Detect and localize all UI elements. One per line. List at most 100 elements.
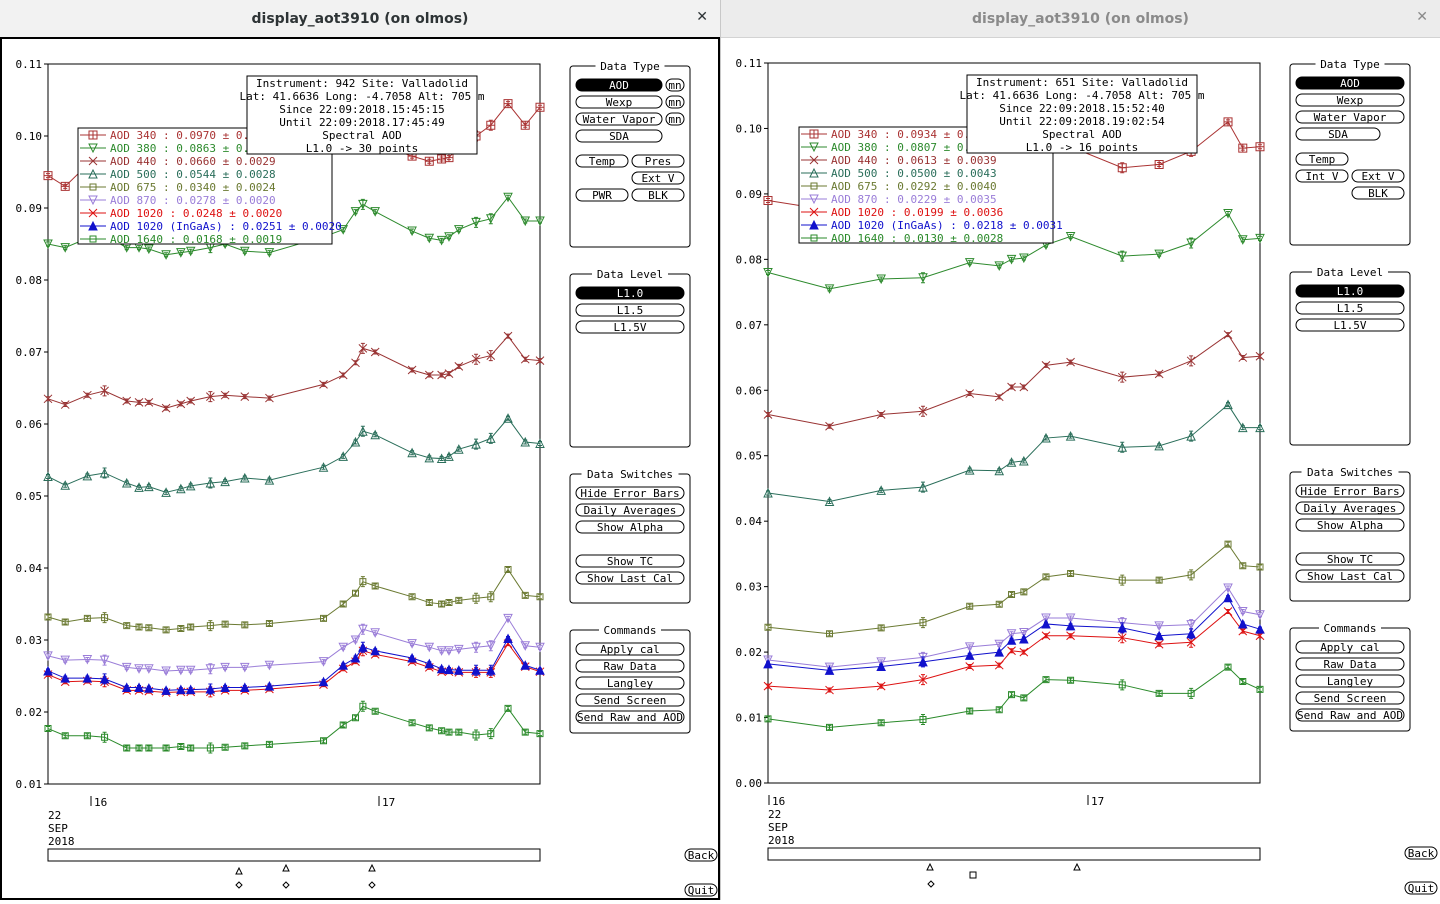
button-label[interactable]: L1.5V: [1333, 319, 1366, 332]
datatype-wexp-button[interactable]: Wexp: [1295, 93, 1405, 107]
send-screen-button[interactable]: Send Screen: [575, 693, 685, 707]
datatype-sda-button[interactable]: SDA: [1295, 127, 1381, 141]
button-frame[interactable]: [575, 642, 685, 656]
button-label[interactable]: Wexp: [1337, 94, 1364, 107]
button-frame[interactable]: [1295, 691, 1405, 705]
button-frame[interactable]: [631, 188, 685, 202]
button-label[interactable]: Back: [688, 849, 715, 862]
ext-v-button[interactable]: Ext V: [631, 171, 685, 185]
button-frame[interactable]: [1295, 674, 1405, 688]
button-label[interactable]: Show Alpha: [1317, 519, 1383, 532]
level-l1-5v-button[interactable]: L1.5V: [575, 320, 685, 334]
show-alpha-button[interactable]: Show Alpha: [1295, 518, 1405, 532]
button-frame[interactable]: [1351, 169, 1405, 183]
raw-data-button[interactable]: Raw Data: [1295, 657, 1405, 671]
button-frame[interactable]: [1295, 127, 1381, 141]
right-titlebar[interactable]: display_aot3910 (on olmos) ✕: [721, 0, 1440, 38]
button-label[interactable]: Water Vapor: [1314, 111, 1387, 124]
button-frame[interactable]: [1295, 110, 1405, 124]
hide-error-bars-button[interactable]: Hide Error Bars: [575, 486, 685, 500]
send-raw-and-aod-button[interactable]: Send Raw and AOD: [575, 710, 685, 724]
button-label[interactable]: AOD: [1340, 77, 1360, 90]
button-label[interactable]: Langley: [607, 677, 654, 690]
button-label[interactable]: AOD: [609, 79, 629, 92]
button-label[interactable]: Send Screen: [594, 694, 667, 707]
pwr-button[interactable]: PWR: [575, 188, 629, 202]
button-frame[interactable]: [575, 503, 685, 517]
button-frame[interactable]: [575, 112, 663, 126]
langley-button[interactable]: Langley: [575, 676, 685, 690]
button-label[interactable]: L1.0: [617, 287, 644, 300]
button-frame[interactable]: [665, 95, 685, 109]
button-label[interactable]: Back: [1408, 847, 1435, 860]
temp-button[interactable]: Temp: [1295, 152, 1349, 166]
send-raw-and-aod-button[interactable]: Send Raw and AOD: [1295, 708, 1405, 722]
level-l1-5v-button[interactable]: L1.5V: [1295, 318, 1405, 332]
button-frame[interactable]: [1295, 93, 1405, 107]
button-frame[interactable]: [575, 188, 629, 202]
button-frame[interactable]: [665, 78, 685, 92]
datatype-aod-button[interactable]: AOD: [575, 78, 663, 92]
temp-button[interactable]: Temp: [575, 154, 629, 168]
button-label[interactable]: BLK: [648, 189, 668, 202]
time-scrollbar[interactable]: [767, 847, 1261, 861]
button-frame[interactable]: [1404, 846, 1438, 860]
send-screen-button[interactable]: Send Screen: [1295, 691, 1405, 705]
button-label[interactable]: Int V: [1305, 170, 1338, 183]
langley-button[interactable]: Langley: [1295, 674, 1405, 688]
button-frame[interactable]: [1295, 657, 1405, 671]
close-icon[interactable]: ✕: [1416, 9, 1428, 25]
blk-button[interactable]: BLK: [1351, 186, 1405, 200]
button-label[interactable]: L1.5: [617, 304, 644, 317]
button-label[interactable]: Wexp: [606, 96, 633, 109]
button-label[interactable]: Hide Error Bars: [580, 487, 679, 500]
button-frame[interactable]: [575, 571, 685, 585]
back-button[interactable]: Back: [684, 848, 718, 862]
button-frame[interactable]: [665, 112, 685, 126]
button-label[interactable]: mn: [668, 96, 681, 109]
button-label[interactable]: Daily Averages: [1304, 502, 1397, 515]
button-frame[interactable]: [684, 848, 718, 862]
left-titlebar[interactable]: display_aot3910 (on olmos) ✕: [0, 0, 720, 38]
button-label[interactable]: Show TC: [607, 555, 653, 568]
back-button[interactable]: Back: [1404, 846, 1438, 860]
button-frame[interactable]: [575, 286, 685, 300]
button-frame[interactable]: [684, 883, 718, 897]
datatype-water-vapor-button[interactable]: Water Vapor: [575, 112, 663, 126]
button-frame[interactable]: [1295, 76, 1405, 90]
level-l1-5-button[interactable]: L1.5: [1295, 301, 1405, 315]
button-frame[interactable]: [1295, 501, 1405, 515]
button-frame[interactable]: [575, 554, 685, 568]
datatype-sda-button[interactable]: SDA: [575, 129, 663, 143]
mn-toggle-button[interactable]: mn: [665, 112, 685, 126]
button-label[interactable]: Temp: [589, 155, 616, 168]
time-scrollbar[interactable]: [47, 848, 541, 862]
button-frame[interactable]: [575, 710, 685, 724]
mn-toggle-button[interactable]: mn: [665, 78, 685, 92]
daily-averages-button[interactable]: Daily Averages: [1295, 501, 1405, 515]
ext-v-button[interactable]: Ext V: [1351, 169, 1405, 183]
button-label[interactable]: mn: [668, 113, 681, 126]
datatype-wexp-button[interactable]: Wexp: [575, 95, 663, 109]
blk-button[interactable]: BLK: [631, 188, 685, 202]
button-label[interactable]: Temp: [1309, 153, 1336, 166]
button-label[interactable]: Send Screen: [1314, 692, 1387, 705]
button-frame[interactable]: [575, 154, 629, 168]
button-label[interactable]: SDA: [1328, 128, 1348, 141]
button-label[interactable]: Raw Data: [604, 660, 657, 673]
button-frame[interactable]: [575, 303, 685, 317]
hide-error-bars-button[interactable]: Hide Error Bars: [1295, 484, 1405, 498]
button-label[interactable]: Pres: [645, 155, 672, 168]
show-tc-button[interactable]: Show TC: [1295, 552, 1405, 566]
show-tc-button[interactable]: Show TC: [575, 554, 685, 568]
button-frame[interactable]: [575, 129, 663, 143]
pres-button[interactable]: Pres: [631, 154, 685, 168]
button-frame[interactable]: [1404, 881, 1438, 895]
button-frame[interactable]: [631, 171, 685, 185]
button-label[interactable]: Show Last Cal: [587, 572, 673, 585]
button-label[interactable]: Apply cal: [600, 643, 660, 656]
button-frame[interactable]: [575, 676, 685, 690]
button-frame[interactable]: [1295, 318, 1405, 332]
daily-averages-button[interactable]: Daily Averages: [575, 503, 685, 517]
button-frame[interactable]: [1295, 552, 1405, 566]
